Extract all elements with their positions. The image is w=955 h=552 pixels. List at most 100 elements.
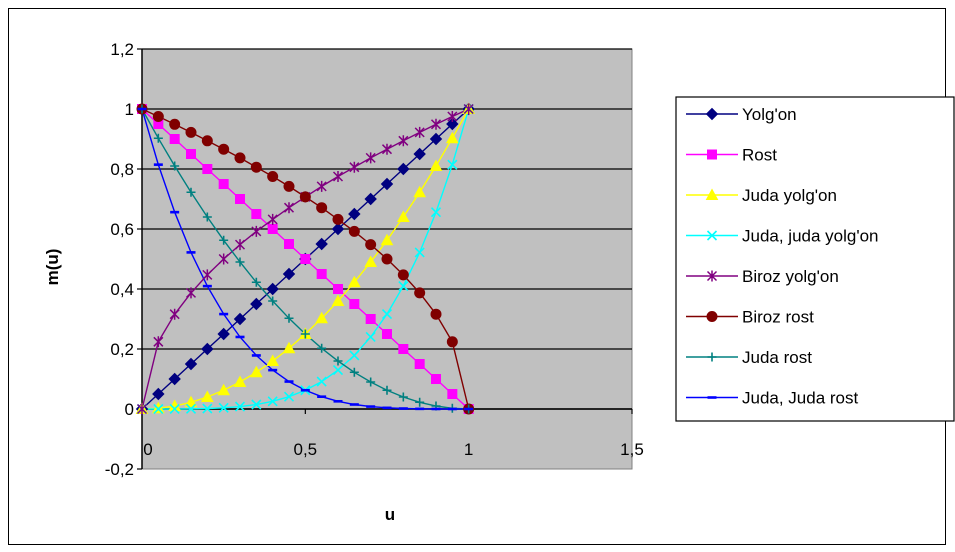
data-point-juda-yolg-on — [315, 311, 329, 324]
data-point-biroz-rost — [414, 287, 426, 299]
data-point-rost — [316, 269, 327, 279]
data-point-juda-juda-rost — [464, 407, 474, 411]
legend-label: Juda, juda yolg'on — [742, 227, 879, 246]
data-point-juda-juda-rost — [398, 407, 408, 410]
data-point-biroz-rost — [218, 143, 230, 155]
data-point-yolg-on — [364, 192, 377, 206]
data-point-rost — [169, 134, 180, 144]
data-point-biroz-yolg-on — [365, 152, 376, 164]
data-point-rost — [333, 284, 343, 294]
data-point-yolg-on — [380, 177, 394, 191]
data-point-biroz-yolg-on — [218, 253, 229, 265]
data-point-biroz-yolg-on — [283, 202, 295, 214]
data-point-juda-juda-rost — [137, 107, 147, 111]
data-point-juda-juda-rost — [349, 403, 359, 406]
data-point-yolg-on — [233, 312, 247, 326]
data-point-biroz-rost — [446, 336, 458, 348]
legend-marker — [707, 352, 717, 362]
data-point-juda-rost — [398, 392, 408, 402]
data-point-juda-yolg-on — [151, 401, 165, 414]
data-point-yolg-on — [446, 117, 459, 131]
legend-label: Juda, Juda rost — [742, 389, 859, 408]
data-point-juda-juda-yolg-on — [153, 403, 164, 415]
data-point-juda-yolg-on — [364, 255, 378, 267]
data-point-rost — [218, 179, 229, 189]
data-point-juda-juda-rost — [447, 407, 457, 411]
data-point-juda-juda-rost — [202, 284, 212, 288]
data-point-juda-juda-rost — [170, 210, 180, 214]
x-axis-title: u — [385, 505, 395, 524]
legend-label: Juda yolg'on — [742, 186, 837, 205]
data-point-juda-juda-yolg-on — [169, 403, 180, 415]
legend-label: Biroz yolg'on — [742, 267, 839, 286]
data-point-juda-yolg-on — [331, 294, 345, 306]
data-point-biroz-yolg-on — [234, 239, 246, 251]
legend-marker — [706, 230, 718, 241]
x-tick-label: 1,5 — [620, 440, 644, 459]
data-point-rost — [284, 239, 294, 249]
legend-label: Rost — [742, 146, 777, 165]
data-point-juda-rost — [300, 329, 310, 339]
data-point-juda-juda-rost — [268, 368, 278, 372]
data-point-juda-juda-yolg-on — [202, 403, 213, 414]
y-tick-label: 0,6 — [110, 220, 134, 239]
data-point-biroz-yolg-on — [185, 287, 197, 299]
data-point-juda-juda-rost — [366, 405, 376, 408]
data-point-biroz-yolg-on — [267, 213, 278, 225]
legend-marker — [706, 311, 718, 322]
data-point-biroz-rost — [169, 118, 181, 130]
legend-box — [675, 96, 955, 422]
data-point-juda-yolg-on — [396, 210, 410, 222]
data-point-biroz-rost — [250, 161, 262, 173]
y-tick-label: 1 — [125, 100, 134, 119]
data-point-juda-yolg-on — [200, 390, 214, 402]
data-point-biroz-rost — [267, 171, 279, 182]
data-point-juda-yolg-on — [233, 375, 247, 387]
legend-marker — [706, 270, 718, 282]
data-point-juda-juda-yolg-on — [316, 376, 327, 387]
data-point-juda-yolg-on — [347, 275, 361, 288]
data-point-juda-juda-rost — [251, 354, 261, 357]
tick-labels: -0,2 0 0,2 0,4 0,6 0,8 1 1,2 0 0,5 1 1,5 — [105, 40, 644, 479]
data-point-biroz-rost — [397, 269, 409, 281]
data-point-biroz-yolg-on — [136, 403, 148, 415]
data-point-juda-juda-rost — [333, 400, 343, 403]
data-point-juda-yolg-on — [184, 395, 198, 408]
data-point-juda-juda-yolg-on — [283, 391, 295, 402]
data-point-juda-juda-rost — [317, 395, 327, 398]
data-point-biroz-rost — [365, 239, 377, 251]
data-point-juda-juda-yolg-on — [349, 350, 360, 361]
data-point-biroz-yolg-on — [430, 118, 442, 130]
data-point-juda-rost — [202, 212, 212, 222]
data-point-biroz-rost — [348, 225, 360, 237]
y-tick-label: 0,2 — [110, 340, 134, 359]
data-point-juda-juda-rost — [300, 388, 310, 392]
data-point-biroz-yolg-on — [169, 308, 180, 320]
data-point-biroz-rost — [381, 253, 393, 265]
data-point-juda-rost — [268, 296, 278, 306]
data-point-juda-juda-yolg-on — [398, 281, 409, 292]
legend-marker — [705, 188, 719, 200]
x-tick-label: 1 — [464, 440, 473, 459]
data-point-biroz-rost — [332, 213, 344, 225]
y-tick-label: -0,2 — [105, 460, 134, 479]
data-point-juda-juda-rost — [431, 407, 441, 411]
data-point-juda-juda-yolg-on — [185, 403, 197, 414]
legend-label: Yolg'on — [742, 105, 797, 124]
data-point-juda-juda-rost — [415, 407, 425, 411]
data-point-juda-rost — [153, 133, 163, 143]
data-point-yolg-on — [250, 297, 263, 311]
data-point-rost — [382, 329, 392, 339]
data-point-juda-juda-yolg-on — [447, 159, 458, 170]
data-point-juda-juda-rost — [186, 251, 196, 254]
y-tick-label: 0,4 — [110, 280, 134, 299]
data-point-juda-rost — [251, 277, 261, 287]
data-point-juda-juda-rost — [382, 406, 392, 410]
data-point-yolg-on — [429, 132, 443, 146]
data-point-yolg-on — [168, 372, 181, 386]
data-point-rost — [447, 389, 458, 399]
data-point-rost — [235, 194, 245, 204]
data-point-juda-rost — [235, 257, 245, 267]
data-point-juda-yolg-on — [429, 159, 443, 171]
legend-marker — [707, 396, 717, 399]
